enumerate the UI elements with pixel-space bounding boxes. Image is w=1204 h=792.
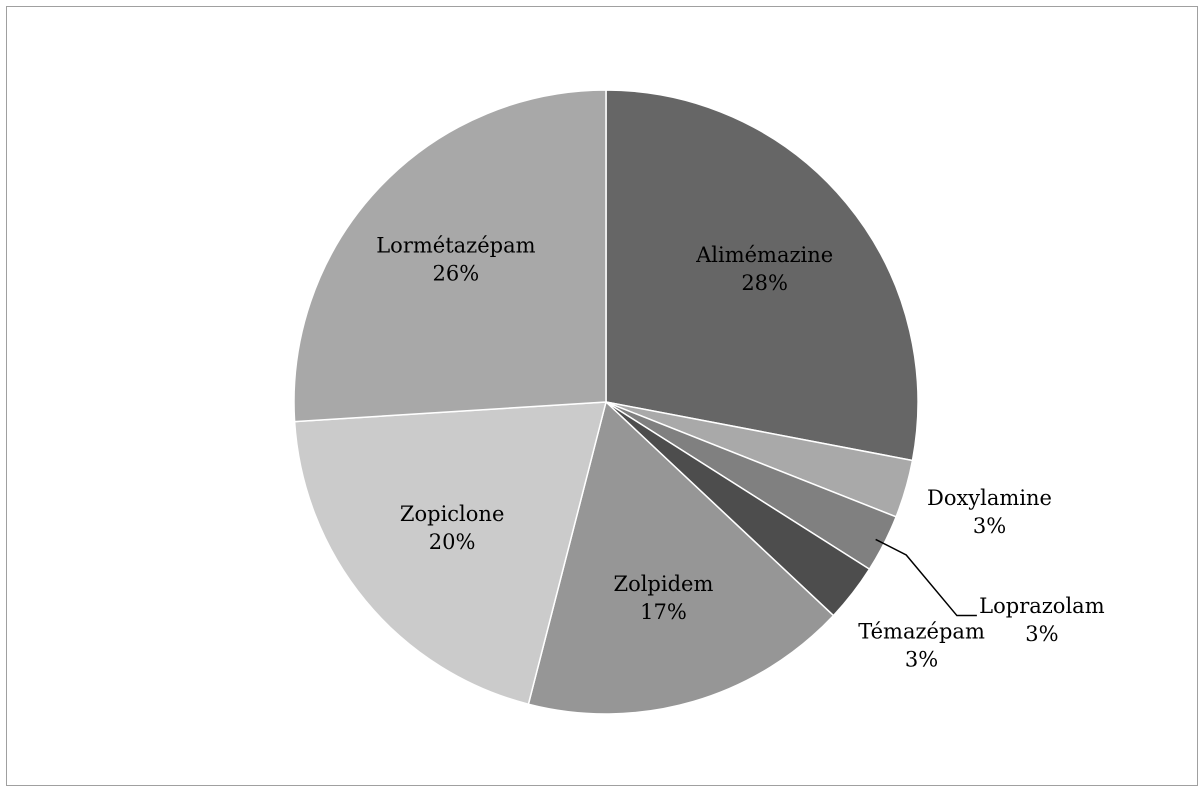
slice-label: Témazépam: [858, 619, 985, 643]
slice-value: 3%: [905, 647, 938, 671]
slice-value: 3%: [1025, 622, 1058, 646]
slice-value: 17%: [640, 600, 687, 624]
slice-value: 20%: [429, 530, 476, 554]
slice-label: Lormétazépam: [376, 234, 535, 258]
pie-slice: [605, 89, 919, 462]
slice-label: Zolpidem: [613, 572, 713, 596]
slice-label: Alimémazine: [695, 243, 833, 267]
slice-value: 26%: [433, 262, 480, 286]
slice-label: Loprazolam: [979, 594, 1105, 618]
slice-value: 28%: [741, 271, 788, 295]
slice-label: Doxylamine: [927, 486, 1052, 510]
slice-value: 3%: [973, 514, 1006, 538]
pie-slice: [527, 400, 835, 715]
leader-line: [875, 538, 977, 617]
pie-slice: [293, 401, 607, 706]
pie-slice: [293, 89, 607, 423]
slice-label: Zopiclone: [400, 502, 504, 526]
